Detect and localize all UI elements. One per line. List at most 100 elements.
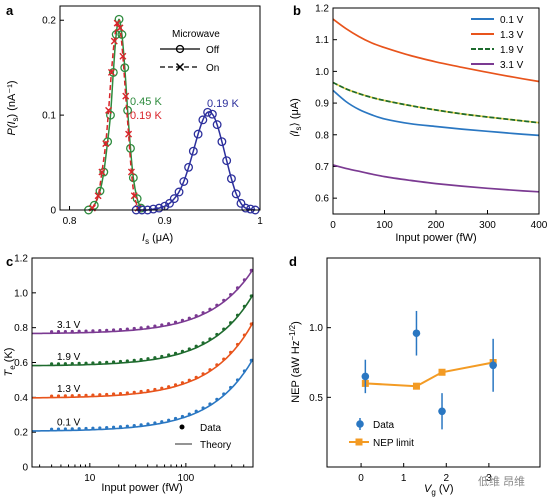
panel-c-ytick-label-0: 0 xyxy=(22,463,28,474)
panel-b-series-3-line xyxy=(332,164,540,193)
panel-c-series-2-point-28 xyxy=(242,304,247,308)
panel-d-data-point-1 xyxy=(412,329,421,338)
panel-c-series-3-point-5 xyxy=(84,329,88,333)
panel-c-series-1-point-14 xyxy=(146,388,150,393)
panel-a-ytick-label-0: 0 xyxy=(50,206,56,217)
panel-b-ylabel-post: ⟩ (μA) xyxy=(289,98,301,126)
panel-b-series-2-underlay xyxy=(332,81,540,124)
panel-c-ytick-label-4: 0.8 xyxy=(14,323,28,334)
panel-c-series-2-point-14 xyxy=(146,357,150,361)
panel-c-series-3-point-14 xyxy=(146,325,150,329)
panel-a-series-1-point-9 xyxy=(119,52,127,60)
panel-c-series-2-point-10 xyxy=(118,359,123,364)
panel-a-ylabel: P(Is) (nA⁻¹) xyxy=(6,80,20,135)
panel-c-series-1-point-28 xyxy=(242,333,247,337)
legend-c-theory-label: Theory xyxy=(200,440,231,451)
panel-a-series-2-point-19 xyxy=(226,174,236,184)
panel-c-series-3-point-19 xyxy=(180,318,185,322)
panel-a-series-2-point-18 xyxy=(222,156,232,166)
panel-c-series-2-point-26 xyxy=(229,321,233,325)
panel-c-ytick-label-1: 0.2 xyxy=(14,428,28,439)
panel-a-series-2-point-16 xyxy=(212,120,222,130)
legend-off-marker xyxy=(175,44,185,54)
panel-c-series-1-point-26 xyxy=(229,350,233,354)
panel-a-series-1-point-12 xyxy=(127,168,135,176)
panel-b-plot: 0 100 200 300 400 0.6 0.7 0.8 0.9 1.0 1.1 1.2 xyxy=(315,4,548,232)
panel-c-series-2-point-20 xyxy=(187,347,191,351)
panel-c-series-2-point-3 xyxy=(70,361,74,366)
panel-c-series-0-point-28 xyxy=(242,369,247,373)
panel-c-series-1-point-4 xyxy=(77,393,81,398)
panel-c-ylabel: Te (K) xyxy=(3,348,17,377)
panel-c-series-label-1: 1.3 V xyxy=(57,384,81,395)
panel-c-series-3-point-13 xyxy=(139,326,143,330)
panel-c-series-0-point-7 xyxy=(98,426,102,430)
panel-c-series-0-point-3 xyxy=(70,427,74,431)
panel-c-series-1-point-17 xyxy=(167,385,171,389)
panel-a-xlabel-unit: (μA) xyxy=(149,232,173,244)
panel-c-series-1-point-1 xyxy=(56,394,61,398)
panel-c-series-0-point-8 xyxy=(105,426,109,430)
panel-c-series-1-point-21 xyxy=(194,375,198,379)
panel-c-series-2-point-22 xyxy=(201,341,205,345)
legend-d-data-label: Data xyxy=(373,420,395,431)
panel-c-series-3-point-17 xyxy=(167,322,171,326)
panel-c-series-3-point-1 xyxy=(56,330,61,334)
panel-d-xlabel-main: V xyxy=(424,483,433,495)
panel-c-series-2-point-23 xyxy=(208,337,212,341)
panel-b-ytick-label-6: 1.2 xyxy=(315,4,329,15)
panel-c-series-0-point-6 xyxy=(91,426,95,430)
panel-c-series-3-point-11 xyxy=(125,327,129,331)
panel-b-ytick-label-2: 0.8 xyxy=(315,130,329,141)
panel-c-series-0-theory xyxy=(32,358,254,432)
panel-c-series-0-point-17 xyxy=(167,418,171,422)
panel-a-series-2-point-6 xyxy=(165,198,174,208)
panel-c-series-1-point-9 xyxy=(111,392,116,396)
legend-on-marker xyxy=(175,62,185,72)
panel-c-series-0-point-20 xyxy=(187,412,191,416)
panel-c-series-0-point-15 xyxy=(153,421,157,425)
panel-d-ylabel-pre: NEP (aW Hz xyxy=(290,341,302,403)
panel-a-series-2-point-3 xyxy=(148,204,158,214)
panel-c-series-3-point-20 xyxy=(187,316,191,320)
panel-c-series-2-point-15 xyxy=(153,356,157,360)
panel-a-xlabel: Is (μA) xyxy=(142,232,173,246)
panel-c-series-0-point-26 xyxy=(229,385,233,390)
panel-d-nep-limit-point-2 xyxy=(438,368,446,376)
panel-d-xtick-label-2: 2 xyxy=(443,473,449,484)
panel-d-legend: Data NEP limit xyxy=(349,418,414,449)
panel-c-series-3-point-16 xyxy=(160,323,164,327)
panel-c-series-1-point-15 xyxy=(153,387,157,392)
panel-c-series-1-point-16 xyxy=(160,386,164,390)
panel-d-xlabel-unit: (V) xyxy=(436,483,454,495)
panel-b-ylabel-sub: s xyxy=(294,127,303,131)
panel-c-series-3-point-21 xyxy=(194,314,198,318)
panel-c-series-1-point-24 xyxy=(215,363,219,367)
panel-c-frame xyxy=(31,257,254,468)
panel-a-ylabel-pre: P(I xyxy=(6,121,18,135)
panel-c-series-0-point-5 xyxy=(84,426,88,431)
panel-c-xtick-label-1: 100 xyxy=(178,473,195,484)
panel-a-series-1-point-13 xyxy=(130,192,138,200)
panel-c-series-0-point-13 xyxy=(139,423,143,427)
panel-c-series-1-point-29 xyxy=(249,322,253,326)
panel-c-series-3-point-10 xyxy=(118,327,123,332)
panel-a-ylabel-post: ) (nA⁻¹) xyxy=(6,80,18,117)
panel-d-xtick-label-1: 1 xyxy=(401,473,407,484)
panel-b-xtick-label-3: 300 xyxy=(479,220,496,231)
panel-d-xlabel-sub: g xyxy=(431,488,435,497)
panel-c-series-0-point-24 xyxy=(215,397,219,402)
panel-c-series-0-point-12 xyxy=(132,424,136,428)
legend-title: Microwave xyxy=(172,29,220,40)
panel-c-series-0-point-23 xyxy=(208,402,212,406)
panel-a-series-2-point-22 xyxy=(241,203,251,213)
panel-c-series-1-point-25 xyxy=(222,357,226,361)
panel-c-series-3-point-29 xyxy=(249,268,253,272)
panel-c-series-1-point-11 xyxy=(125,391,129,395)
panel-label-d: d xyxy=(289,254,297,269)
panel-label-a: a xyxy=(6,3,14,18)
panel-d-ylabel-post: ) xyxy=(290,321,302,325)
panel-a-series-2-line xyxy=(136,111,256,211)
panel-b-legend: 0.1 V 1.3 V 1.9 V 3.1 V xyxy=(471,15,524,71)
